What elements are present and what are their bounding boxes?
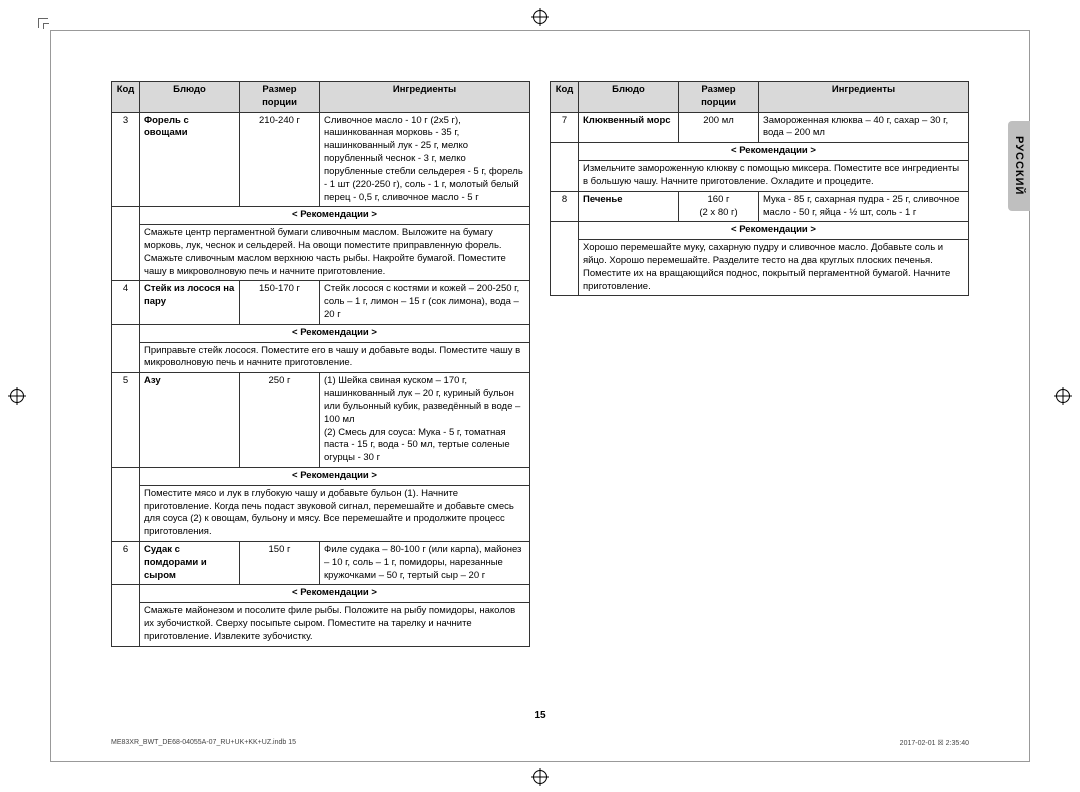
page-number: 15 xyxy=(534,710,545,721)
recommendation-header: < Рекомендации > xyxy=(140,585,530,603)
recipe-table-left: Код Блюдо Размер порции Ингредиенты 3 Фо… xyxy=(111,81,530,647)
footer-right: 2017-02-01 ☒ 2:35:40 xyxy=(900,739,969,747)
cell-recommendation: Поместите мясо и лук в глубокую чашу и д… xyxy=(140,485,530,541)
recommendation-row: Поместите мясо и лук в глубокую чашу и д… xyxy=(112,485,530,541)
recommendation-header: < Рекомендации > xyxy=(579,222,969,240)
registration-mark-right xyxy=(1056,389,1070,403)
table-row: 3 Форель с овощами 210-240 г Сливочное м… xyxy=(112,112,530,207)
cell-recommendation: Смажьте центр пергаментной бумаги сливоч… xyxy=(140,225,530,281)
cell-recommendation: Приправьте стейк лосося. Поместите его в… xyxy=(140,342,530,373)
cell-portion: 250 г xyxy=(240,373,320,468)
registration-mark-left xyxy=(10,389,24,403)
cell-portion: 150 г xyxy=(240,542,320,585)
col-ingredients: Ингредиенты xyxy=(320,82,530,113)
recommendation-row: Смажьте центр пергаментной бумаги сливоч… xyxy=(112,225,530,281)
col-code: Код xyxy=(551,82,579,113)
content-area: Код Блюдо Размер порции Ингредиенты 3 Фо… xyxy=(51,31,1029,761)
cell-recommendation: Хорошо перемешайте муку, сахарную пудру … xyxy=(579,240,969,296)
table-row: 6 Судак с помдорами и сыром 150 г Филе с… xyxy=(112,542,530,585)
recommendation-row: Приправьте стейк лосося. Поместите его в… xyxy=(112,342,530,373)
registration-mark-bottom xyxy=(533,770,547,784)
recommendation-header-row: < Рекомендации > xyxy=(112,324,530,342)
recommendation-header: < Рекомендации > xyxy=(140,324,530,342)
table-row: 7 Клюквенный морс 200 мл Замороженная кл… xyxy=(551,112,969,143)
left-column: Код Блюдо Размер порции Ингредиенты 3 Фо… xyxy=(111,81,530,741)
recommendation-header: < Рекомендации > xyxy=(579,143,969,161)
cell-ingredients: Стейк лосося с костями и кожей – 200-250… xyxy=(320,281,530,324)
table-header-row: Код Блюдо Размер порции Ингредиенты xyxy=(112,82,530,113)
table-row: 8 Печенье 160 г (2 x 80 г) Мука - 85 г, … xyxy=(551,191,969,222)
col-portion: Размер порции xyxy=(240,82,320,113)
cell-ingredients: Мука - 85 г, сахарная пудра - 25 г, слив… xyxy=(759,191,969,222)
cell-dish: Стейк из лосося на пару xyxy=(140,281,240,324)
col-dish: Блюдо xyxy=(579,82,679,113)
col-portion: Размер порции xyxy=(679,82,759,113)
registration-mark-top xyxy=(533,10,547,24)
cell-dish: Азу xyxy=(140,373,240,468)
cell-code: 7 xyxy=(551,112,579,143)
recommendation-row: Смажьте майонезом и посолите филе рыбы. … xyxy=(112,603,530,646)
table-row: 4 Стейк из лосося на пару 150-170 г Стей… xyxy=(112,281,530,324)
right-column: Код Блюдо Размер порции Ингредиенты 7 Кл… xyxy=(550,81,969,741)
recommendation-header-row: < Рекомендации > xyxy=(112,467,530,485)
cell-portion: 150-170 г xyxy=(240,281,320,324)
recommendation-header-row: < Рекомендации > xyxy=(112,585,530,603)
cell-ingredients: Филе судака – 80-100 г (или карпа), майо… xyxy=(320,542,530,585)
cell-dish: Печенье xyxy=(579,191,679,222)
cell-code: 5 xyxy=(112,373,140,468)
crop-mark-inner xyxy=(43,23,49,29)
cell-dish: Клюквенный морс xyxy=(579,112,679,143)
recommendation-header-row: < Рекомендации > xyxy=(551,222,969,240)
cell-dish: Судак с помдорами и сыром xyxy=(140,542,240,585)
cell-code: 4 xyxy=(112,281,140,324)
recipe-table-right: Код Блюдо Размер порции Ингредиенты 7 Кл… xyxy=(550,81,969,296)
cell-portion: 210-240 г xyxy=(240,112,320,207)
col-ingredients: Ингредиенты xyxy=(759,82,969,113)
cell-code: 8 xyxy=(551,191,579,222)
cell-recommendation: Смажьте майонезом и посолите филе рыбы. … xyxy=(140,603,530,646)
recommendation-header: < Рекомендации > xyxy=(140,207,530,225)
recommendation-header-row: < Рекомендации > xyxy=(112,207,530,225)
footer: ME83XR_BWT_DE68-04055A-07_RU+UK+KK+UZ.in… xyxy=(111,739,969,747)
cell-portion: 160 г (2 x 80 г) xyxy=(679,191,759,222)
recommendation-header-row: < Рекомендации > xyxy=(551,143,969,161)
col-dish: Блюдо xyxy=(140,82,240,113)
cell-dish: Форель с овощами xyxy=(140,112,240,207)
cell-code: 3 xyxy=(112,112,140,207)
recommendation-header: < Рекомендации > xyxy=(140,467,530,485)
col-code: Код xyxy=(112,82,140,113)
recommendation-row: Хорошо перемешайте муку, сахарную пудру … xyxy=(551,240,969,296)
cell-portion: 200 мл xyxy=(679,112,759,143)
recommendation-row: Измельчите замороженную клюкву с помощью… xyxy=(551,161,969,192)
page-frame: РУССКИЙ Код Блюдо Размер порции Ингредие… xyxy=(50,30,1030,762)
cell-recommendation: Измельчите замороженную клюкву с помощью… xyxy=(579,161,969,192)
cell-code: 6 xyxy=(112,542,140,585)
footer-left: ME83XR_BWT_DE68-04055A-07_RU+UK+KK+UZ.in… xyxy=(111,739,296,747)
table-header-row: Код Блюдо Размер порции Ингредиенты xyxy=(551,82,969,113)
table-row: 5 Азу 250 г (1) Шейка свиная куском – 17… xyxy=(112,373,530,468)
cell-ingredients: Сливочное масло - 10 г (2x5 г), нашинков… xyxy=(320,112,530,207)
cell-ingredients: Замороженная клюква – 40 г, сахар – 30 г… xyxy=(759,112,969,143)
cell-ingredients: (1) Шейка свиная куском – 170 г, нашинко… xyxy=(320,373,530,468)
